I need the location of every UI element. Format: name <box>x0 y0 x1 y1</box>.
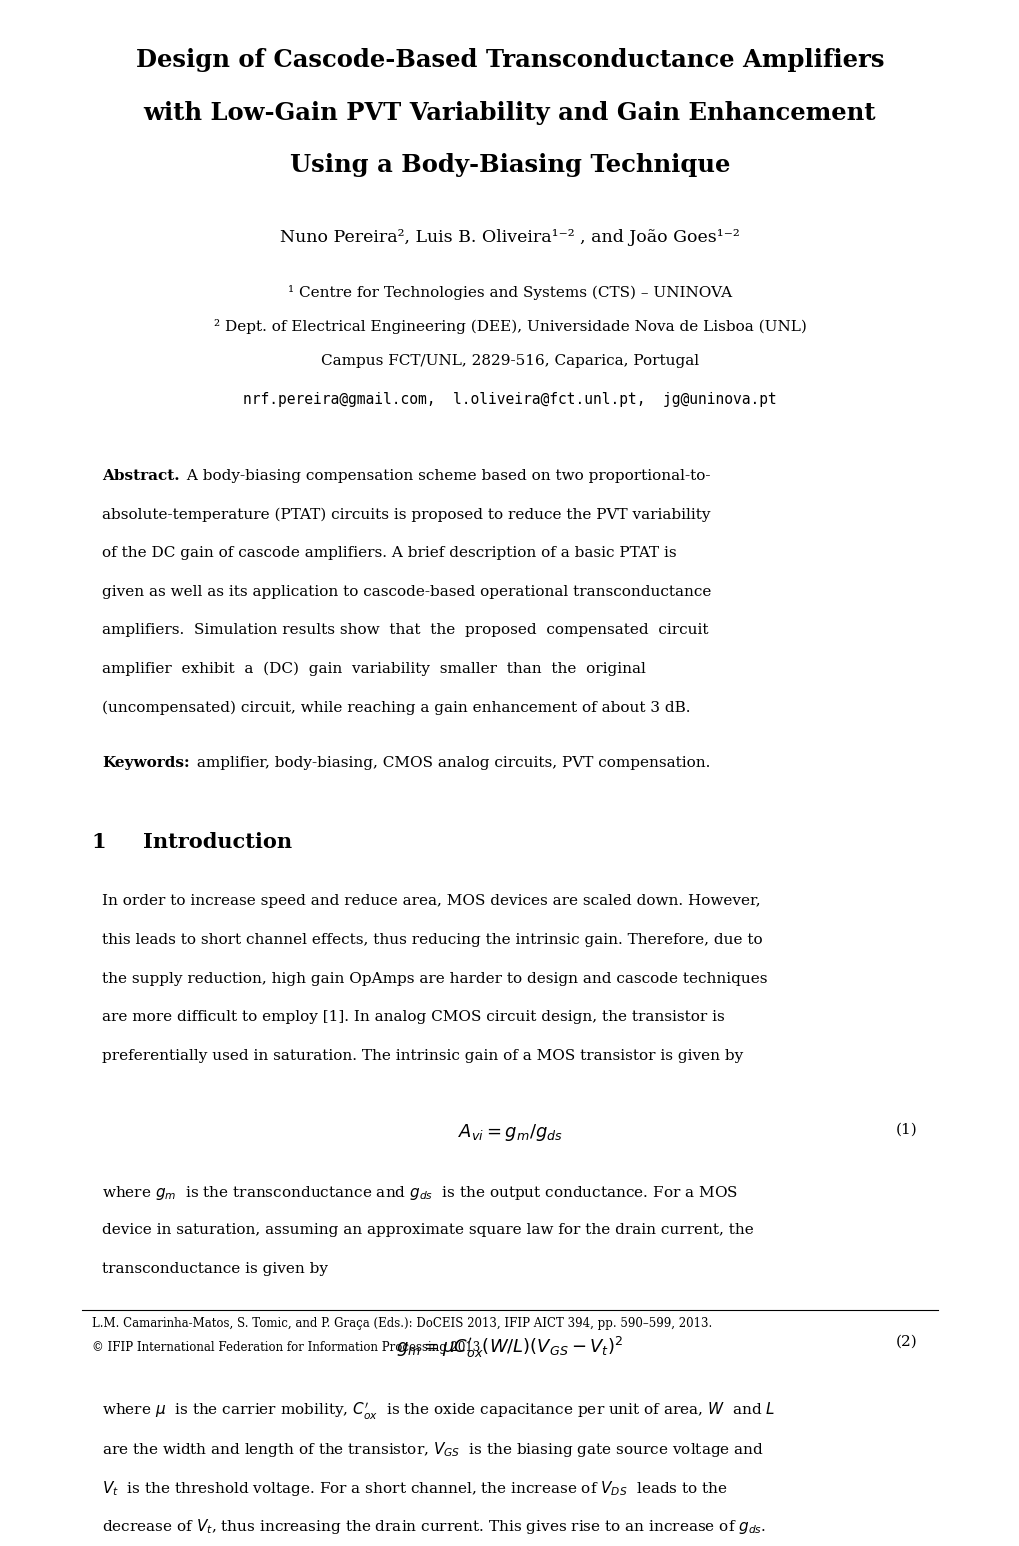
Text: (uncompensated) circuit, while reaching a gain enhancement of about 3 dB.: (uncompensated) circuit, while reaching … <box>102 700 690 716</box>
Text: amplifiers.  Simulation results show  that  the  proposed  compensated  circuit: amplifiers. Simulation results show that… <box>102 623 708 637</box>
Text: $g_m = \mu C^{\prime}_{ox}(W/L)(V_{GS} - V_t)^2$: $g_m = \mu C^{\prime}_{ox}(W/L)(V_{GS} -… <box>396 1336 623 1360</box>
Text: this leads to short channel effects, thus reducing the intrinsic gain. Therefore: this leads to short channel effects, thu… <box>102 932 762 946</box>
Text: Nuno Pereira², Luis B. Oliveira¹⁻² , and João Goes¹⁻²: Nuno Pereira², Luis B. Oliveira¹⁻² , and… <box>280 229 739 246</box>
Text: decrease of $V_t$, thus increasing the drain current. This gives rise to an incr: decrease of $V_t$, thus increasing the d… <box>102 1518 765 1537</box>
Text: absolute-temperature (PTAT) circuits is proposed to reduce the PVT variability: absolute-temperature (PTAT) circuits is … <box>102 507 710 521</box>
Text: Using a Body-Biasing Technique: Using a Body-Biasing Technique <box>289 153 730 178</box>
Text: $V_t$  is the threshold voltage. For a short channel, the increase of $V_{DS}$  : $V_t$ is the threshold voltage. For a sh… <box>102 1478 728 1498</box>
Text: Design of Cascode-Based Transconductance Amplifiers: Design of Cascode-Based Transconductance… <box>136 48 883 73</box>
Text: where $\mu$  is the carrier mobility, $C^{\prime}_{ox}$  is the oxide capacitanc: where $\mu$ is the carrier mobility, $C^… <box>102 1401 774 1422</box>
Text: ¹ Centre for Technologies and Systems (CTS) – UNINOVA: ¹ Centre for Technologies and Systems (C… <box>287 284 732 300</box>
Text: of the DC gain of cascode amplifiers. A brief description of a basic PTAT is: of the DC gain of cascode amplifiers. A … <box>102 546 676 560</box>
Text: L.M. Camarinha-Matos, S. Tomic, and P. Graça (Eds.): DoCEIS 2013, IFIP AICT 394,: L.M. Camarinha-Matos, S. Tomic, and P. G… <box>92 1317 711 1330</box>
Text: amplifier  exhibit  a  (DC)  gain  variability  smaller  than  the  original: amplifier exhibit a (DC) gain variabilit… <box>102 662 645 676</box>
Text: Introduction: Introduction <box>143 832 291 852</box>
Text: are the width and length of the transistor, $V_{GS}$  is the biasing gate source: are the width and length of the transist… <box>102 1439 763 1459</box>
Text: transconductance is given by: transconductance is given by <box>102 1262 328 1275</box>
Text: A body-biasing compensation scheme based on two proportional-to-: A body-biasing compensation scheme based… <box>181 468 709 482</box>
Text: the supply reduction, high gain OpAmps are harder to design and cascode techniqu: the supply reduction, high gain OpAmps a… <box>102 971 766 985</box>
Text: where $g_m$  is the transconductance and $g_{ds}$  is the output conductance. Fo: where $g_m$ is the transconductance and … <box>102 1184 737 1203</box>
Text: © IFIP International Federation for Information Processing 2013: © IFIP International Federation for Info… <box>92 1340 480 1354</box>
Text: amplifier, body-biasing, CMOS analog circuits, PVT compensation.: amplifier, body-biasing, CMOS analog cir… <box>192 756 709 770</box>
Text: device in saturation, assuming an approximate square law for the drain current, : device in saturation, assuming an approx… <box>102 1223 753 1237</box>
Text: with Low-Gain PVT Variability and Gain Enhancement: with Low-Gain PVT Variability and Gain E… <box>144 100 875 125</box>
Text: In order to increase speed and reduce area, MOS devices are scaled down. However: In order to increase speed and reduce ar… <box>102 894 760 908</box>
Text: ² Dept. of Electrical Engineering (DEE), Universidade Nova de Lisboa (UNL): ² Dept. of Electrical Engineering (DEE),… <box>213 318 806 334</box>
Text: preferentially used in saturation. The intrinsic gain of a MOS transistor is giv: preferentially used in saturation. The i… <box>102 1048 743 1064</box>
Text: Campus FCT/UNL, 2829-516, Caparica, Portugal: Campus FCT/UNL, 2829-516, Caparica, Port… <box>321 354 698 368</box>
Text: (1): (1) <box>896 1122 917 1136</box>
Text: (2): (2) <box>896 1336 917 1350</box>
Text: given as well as its application to cascode-based operational transconductance: given as well as its application to casc… <box>102 584 710 598</box>
Text: 1: 1 <box>92 832 106 852</box>
Text: nrf.pereira@gmail.com,  l.oliveira@fct.unl.pt,  jg@uninova.pt: nrf.pereira@gmail.com, l.oliveira@fct.un… <box>243 393 776 408</box>
Text: are more difficult to employ [1]. In analog CMOS circuit design, the transistor : are more difficult to employ [1]. In ana… <box>102 1010 725 1025</box>
Text: Abstract.: Abstract. <box>102 468 179 482</box>
Text: $A_{vi} = g_m/g_{ds}$: $A_{vi} = g_m/g_{ds}$ <box>458 1122 561 1142</box>
Text: Keywords:: Keywords: <box>102 756 190 770</box>
